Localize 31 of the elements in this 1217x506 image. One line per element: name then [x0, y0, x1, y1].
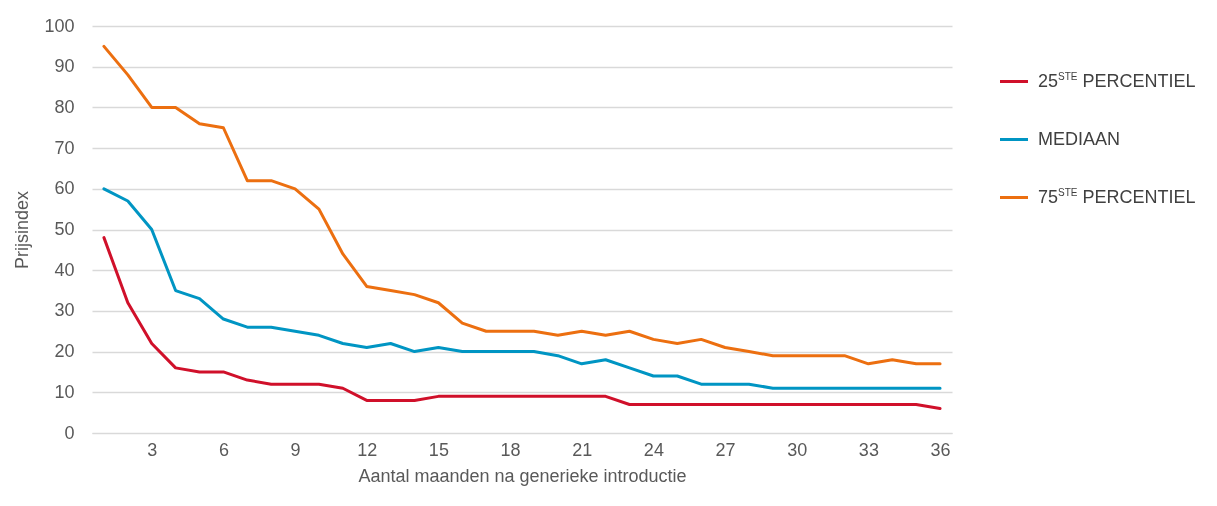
x-tick-label: 24	[643, 439, 664, 460]
x-tick-label: 9	[290, 439, 301, 460]
x-tick-label: 27	[715, 439, 736, 460]
x-tick-label: 30	[787, 439, 808, 460]
x-tick-label: 36	[930, 439, 951, 460]
x-tick-label: 6	[218, 439, 229, 460]
y-tick-label: 80	[54, 96, 75, 117]
legend-label: MEDIAAN	[1038, 128, 1121, 150]
x-tick-label: 15	[428, 439, 449, 460]
legend-label: 25$^{STE}$ PERCENTIEL	[1038, 70, 1196, 92]
x-tick-label: 12	[357, 439, 378, 460]
y-tick-label: 100	[44, 15, 75, 36]
x-tick-label: 21	[572, 439, 593, 460]
x-axis-title: Aantal maanden na generieke introductie	[358, 465, 687, 486]
y-tick-label: 0	[64, 422, 75, 443]
y-tick-label: 10	[54, 381, 75, 402]
x-tick-label: 18	[500, 439, 521, 460]
y-tick-label: 70	[54, 137, 75, 158]
y-tick-label: 50	[54, 219, 75, 239]
x-tick-label: 3	[147, 439, 158, 460]
y-tick-label: 40	[54, 259, 75, 280]
line-series	[102, 236, 942, 411]
line-series	[102, 44, 942, 366]
y-tick-label: 60	[54, 178, 75, 199]
legend-label: 75$^{STE}$ PERCENTIEL	[1038, 186, 1196, 208]
y-tick-label: 30	[54, 300, 75, 321]
y-axis-title: Prijsindex	[12, 190, 33, 270]
y-tick-label: 20	[54, 341, 75, 362]
x-tick-label: 33	[858, 439, 879, 460]
y-tick-label: 90	[54, 56, 75, 77]
line-series	[102, 187, 942, 390]
